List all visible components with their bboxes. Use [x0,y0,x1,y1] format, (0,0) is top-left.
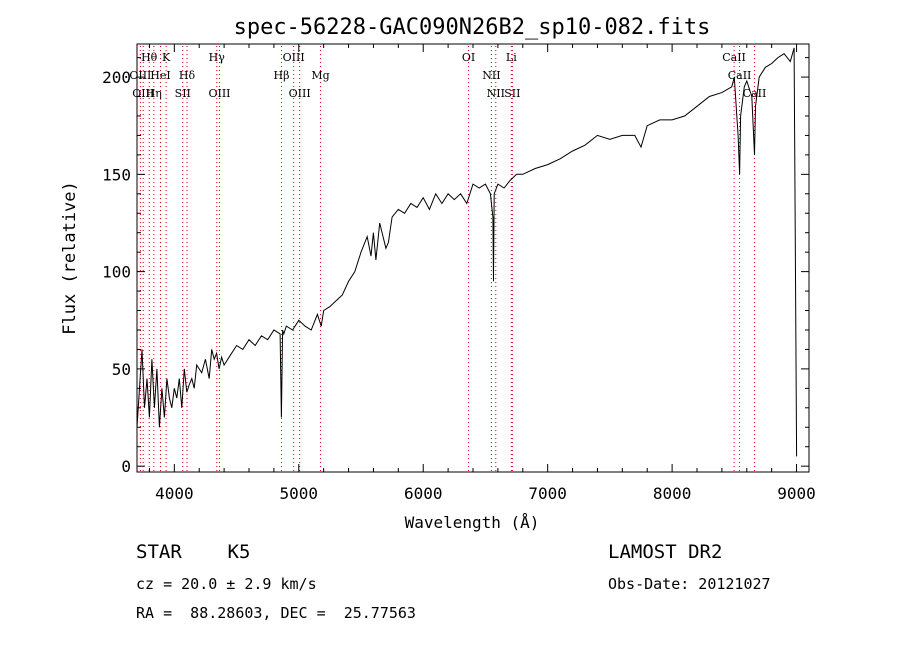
redshift-velocity-label: cz = 20.0 ± 2.9 km/s [136,575,317,593]
x-tick-label: 4000 [155,484,194,503]
x-axis-label: Wavelength (Å) [405,513,540,532]
line-marker-label: OIII [129,69,151,82]
line-marker-label: NII [482,69,500,82]
line-marker-label: CaII [728,69,752,82]
y-tick-label: 100 [102,263,131,282]
line-marker-label: HeI [150,69,170,82]
y-axis-label: Flux (relative) [60,181,80,335]
x-tick-label: 6000 [404,484,443,503]
line-marker-label: Hβ [274,69,290,82]
axis-ticks [137,44,809,472]
x-tick-label: 7000 [528,484,567,503]
line-marker-label: CaII [743,87,767,100]
y-tick-label: 200 [102,68,131,87]
object-type-label: STAR K5 [136,541,251,563]
line-marker-label: SII [175,87,191,100]
y-tick-label: 0 [121,457,131,476]
line-marker-label: OIII [289,87,311,100]
line-marker-label: OIII [283,51,305,64]
line-marker-label: Hη [146,87,162,100]
x-tick-label: 8000 [653,484,692,503]
line-marker-label: Mg [311,69,329,82]
plot-frame [136,43,810,473]
line-marker-label: Li [506,51,517,64]
observation-date-label: Obs-Date: 20121027 [608,575,771,593]
coordinates-label: RA = 88.28603, DEC = 25.77563 [136,604,416,622]
emission-line-markers [139,46,755,471]
line-marker-label: Hθ [141,51,158,64]
line-marker-label: SII [504,87,520,100]
x-tick-label: 9000 [777,484,816,503]
line-marker-label: OIII [208,87,230,100]
line-marker-label: NII [487,87,505,100]
y-tick-label: 150 [102,165,131,184]
x-tick-label: 5000 [280,484,319,503]
chart-title: spec-56228-GAC090N26B2_sp10-082.fits [234,15,711,40]
axis-tick-labels: 4000 5000 6000 7000 8000 9000 0 50 100 150 200 [102,68,816,503]
line-marker-label: K [162,51,171,64]
line-marker-label: Hγ [209,51,226,64]
line-marker-label: OI [462,51,475,64]
spectrum-series-line [136,47,798,457]
line-marker-label: CaII [722,51,746,64]
y-tick-label: 50 [112,360,131,379]
line-marker-label: Hδ [179,69,196,82]
survey-label: LAMOST DR2 [608,541,723,563]
